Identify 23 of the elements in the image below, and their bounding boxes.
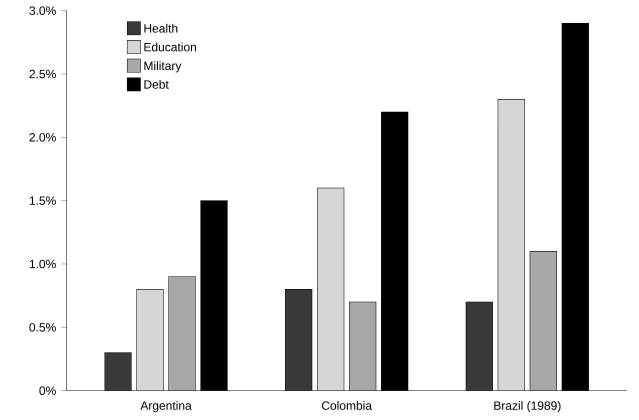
x-tick-label: Argentina	[140, 401, 192, 412]
bar	[104, 352, 132, 391]
y-tick-label: 2.0%	[30, 133, 56, 142]
x-tick-label: Brazil (1989)	[494, 401, 561, 412]
y-tick-label: 1.0%	[30, 260, 56, 268]
bar	[285, 289, 312, 391]
bar	[317, 188, 344, 391]
bar	[349, 302, 376, 391]
legend-label: Health	[144, 24, 178, 33]
bar	[498, 99, 525, 391]
y-tick-label: 3.0%	[29, 6, 56, 15]
y-tick-label: 0.5%	[29, 323, 56, 332]
bar	[168, 276, 196, 391]
y-tick-label: 0%	[39, 386, 56, 395]
x-tick-label: Colombia	[322, 401, 372, 410]
bar	[530, 251, 557, 391]
y-tick-label: 2.5%	[30, 70, 56, 78]
bar	[136, 289, 164, 391]
y-tick-label: 1.5%	[30, 196, 56, 205]
legend-label: Education	[144, 42, 196, 52]
bar	[466, 302, 493, 391]
legend-label: Military	[144, 61, 182, 72]
legend-label: Debt	[144, 80, 169, 89]
